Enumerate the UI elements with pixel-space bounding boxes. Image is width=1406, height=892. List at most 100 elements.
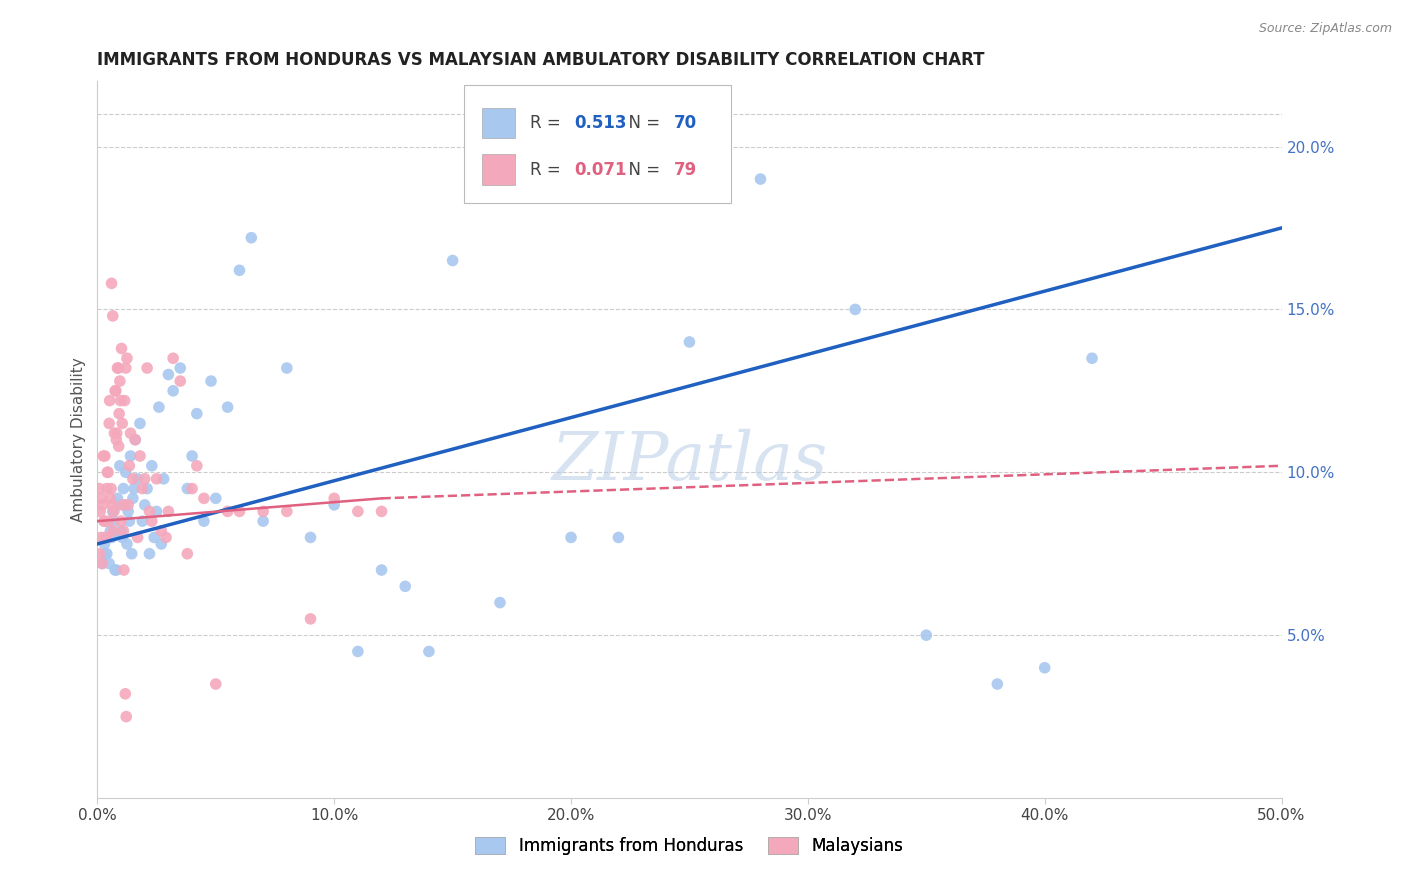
Point	[844, 302, 866, 317]
Point	[560, 531, 582, 545]
Point	[94, 531, 117, 545]
Point	[100, 531, 122, 545]
Point	[915, 628, 938, 642]
Point	[145, 504, 167, 518]
Text: N =: N =	[619, 161, 666, 178]
Text: 70: 70	[673, 114, 697, 132]
Point	[103, 426, 125, 441]
Point	[141, 514, 163, 528]
Point	[110, 342, 132, 356]
Point	[98, 393, 121, 408]
Point	[103, 504, 125, 518]
Point	[299, 612, 322, 626]
Point	[91, 449, 114, 463]
Point	[134, 472, 156, 486]
Point	[1081, 351, 1104, 366]
Point	[89, 482, 111, 496]
Text: 0.071: 0.071	[575, 161, 627, 178]
Point	[122, 472, 145, 486]
Point	[96, 465, 118, 479]
Point	[104, 384, 127, 398]
Point	[986, 677, 1008, 691]
Point	[110, 514, 132, 528]
FancyBboxPatch shape	[482, 108, 516, 138]
Point	[148, 400, 170, 414]
Point	[101, 504, 124, 518]
Point	[97, 514, 120, 528]
Point	[138, 547, 160, 561]
Point	[678, 334, 700, 349]
Point	[217, 400, 239, 414]
Text: N =: N =	[619, 114, 666, 132]
Point	[107, 361, 129, 376]
Point	[186, 458, 208, 473]
Point	[127, 472, 149, 486]
Point	[299, 531, 322, 545]
Point	[100, 491, 122, 506]
Point	[93, 514, 115, 528]
Point	[91, 557, 114, 571]
Point	[105, 433, 128, 447]
Point	[94, 547, 117, 561]
Point	[1033, 661, 1056, 675]
Point	[100, 524, 122, 538]
Point	[129, 417, 152, 431]
Point	[89, 504, 111, 518]
Point	[105, 563, 128, 577]
Text: R =: R =	[530, 161, 565, 178]
Point	[370, 563, 392, 577]
Point	[124, 433, 146, 447]
Point	[98, 417, 121, 431]
Point	[110, 393, 132, 408]
Point	[117, 498, 139, 512]
Point	[129, 449, 152, 463]
Point	[394, 579, 416, 593]
Point	[150, 524, 173, 538]
Point	[169, 374, 191, 388]
Point	[143, 531, 166, 545]
Point	[111, 498, 134, 512]
Point	[100, 482, 122, 496]
Point	[176, 482, 198, 496]
Point	[111, 417, 134, 431]
Point	[347, 504, 370, 518]
Point	[105, 426, 128, 441]
Point	[141, 458, 163, 473]
Point	[104, 563, 127, 577]
Legend: Immigrants from Honduras, Malaysians: Immigrants from Honduras, Malaysians	[468, 830, 910, 862]
Text: 79: 79	[673, 161, 697, 178]
Point	[96, 482, 118, 496]
Text: ZIPatlas: ZIPatlas	[551, 428, 828, 494]
Point	[252, 504, 274, 518]
Point	[181, 449, 204, 463]
Point	[114, 498, 136, 512]
Point	[103, 514, 125, 528]
Point	[131, 514, 153, 528]
Point	[228, 263, 250, 277]
Point	[157, 504, 180, 518]
Point	[110, 524, 132, 538]
Point	[204, 677, 226, 691]
Point	[276, 361, 298, 376]
Point	[186, 407, 208, 421]
Point	[89, 547, 111, 561]
Point	[107, 361, 129, 376]
Point	[124, 433, 146, 447]
Point	[115, 537, 138, 551]
Point	[103, 524, 125, 538]
Point	[228, 504, 250, 518]
Point	[276, 504, 298, 518]
Text: R =: R =	[530, 114, 565, 132]
Point	[162, 351, 184, 366]
Point	[323, 498, 346, 512]
Point	[107, 439, 129, 453]
Point	[176, 547, 198, 561]
Point	[101, 498, 124, 512]
Point	[121, 547, 143, 561]
Point	[162, 384, 184, 398]
Point	[117, 504, 139, 518]
Point	[489, 596, 512, 610]
Point	[115, 709, 138, 723]
Point	[108, 458, 131, 473]
Text: 0.513: 0.513	[575, 114, 627, 132]
